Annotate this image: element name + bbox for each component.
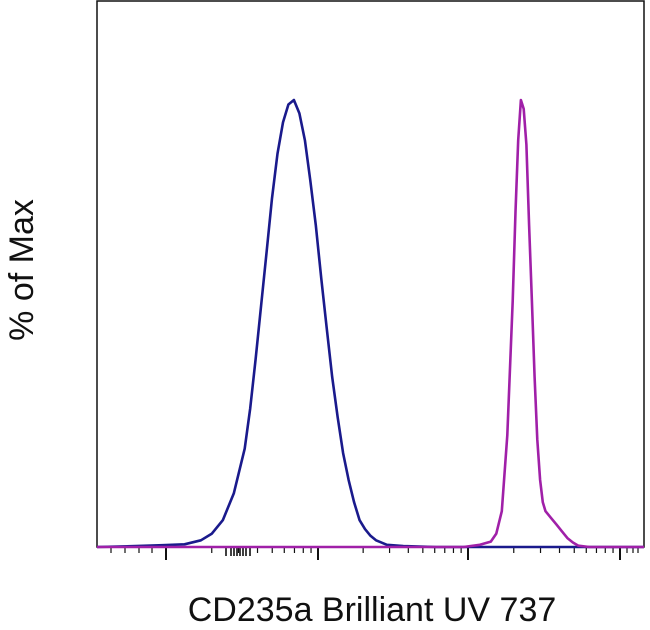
series-layer: [96, 98, 644, 549]
series-line-1: [96, 98, 644, 549]
x-axis-title: CD235a Brilliant UV 737: [188, 591, 557, 629]
series-line-2: [97, 98, 644, 549]
x-axis-ticks: [110, 547, 639, 560]
y-axis-title: % of Max: [3, 199, 41, 341]
plot-frame: [96, 0, 645, 548]
